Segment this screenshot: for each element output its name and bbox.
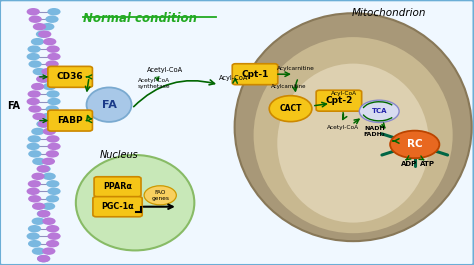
Circle shape xyxy=(28,195,41,202)
Circle shape xyxy=(27,8,40,15)
Ellipse shape xyxy=(269,96,312,122)
Circle shape xyxy=(46,105,59,113)
Circle shape xyxy=(28,150,42,158)
Circle shape xyxy=(46,135,60,143)
Circle shape xyxy=(33,23,46,30)
Circle shape xyxy=(33,68,46,75)
Text: FAO
genes: FAO genes xyxy=(151,190,169,201)
Circle shape xyxy=(28,60,42,68)
Ellipse shape xyxy=(254,37,453,233)
Ellipse shape xyxy=(235,13,472,241)
Circle shape xyxy=(37,255,50,262)
Circle shape xyxy=(28,15,42,23)
Circle shape xyxy=(47,143,61,150)
Circle shape xyxy=(27,188,40,195)
Circle shape xyxy=(37,255,50,262)
Text: Acyl-CoA: Acyl-CoA xyxy=(219,75,248,81)
Circle shape xyxy=(46,60,59,68)
Circle shape xyxy=(46,90,60,98)
Circle shape xyxy=(46,240,59,248)
Circle shape xyxy=(27,143,40,150)
Circle shape xyxy=(32,248,45,255)
Circle shape xyxy=(46,225,59,232)
Text: FA: FA xyxy=(7,101,20,111)
Circle shape xyxy=(43,83,56,90)
Circle shape xyxy=(37,210,50,218)
Ellipse shape xyxy=(277,64,429,223)
Circle shape xyxy=(46,180,59,188)
Circle shape xyxy=(27,232,40,240)
Circle shape xyxy=(32,158,46,165)
Circle shape xyxy=(47,232,61,240)
Circle shape xyxy=(390,131,439,158)
Text: FA: FA xyxy=(101,100,117,110)
Circle shape xyxy=(43,128,56,135)
Text: Cpt-2: Cpt-2 xyxy=(325,96,353,105)
Circle shape xyxy=(27,135,41,143)
Circle shape xyxy=(47,98,61,105)
Text: TCA: TCA xyxy=(372,108,387,114)
Text: CACT: CACT xyxy=(279,104,302,113)
FancyBboxPatch shape xyxy=(316,90,362,111)
Circle shape xyxy=(41,68,55,75)
Text: Acyl-CoA: Acyl-CoA xyxy=(331,91,357,96)
Circle shape xyxy=(36,30,49,38)
Text: NADH
FADH₂: NADH FADH₂ xyxy=(364,126,385,137)
Text: Cpt-1: Cpt-1 xyxy=(241,70,269,79)
Circle shape xyxy=(31,83,44,90)
Circle shape xyxy=(32,218,45,225)
Text: RC: RC xyxy=(407,139,422,149)
Circle shape xyxy=(46,195,59,202)
Circle shape xyxy=(42,218,55,225)
FancyBboxPatch shape xyxy=(48,67,92,87)
FancyBboxPatch shape xyxy=(93,197,142,217)
Ellipse shape xyxy=(144,186,176,205)
Circle shape xyxy=(28,240,41,248)
Circle shape xyxy=(42,248,55,255)
Text: Nucleus: Nucleus xyxy=(100,150,138,160)
Text: PGC-1α: PGC-1α xyxy=(101,202,134,211)
Ellipse shape xyxy=(86,87,132,122)
Text: ADP: ADP xyxy=(401,161,417,167)
Circle shape xyxy=(41,23,55,30)
Text: CD36: CD36 xyxy=(57,72,83,81)
Text: PPARα: PPARα xyxy=(103,182,132,191)
Text: Acetyl-CoA
synthetase: Acetyl-CoA synthetase xyxy=(137,78,170,89)
Circle shape xyxy=(32,113,46,120)
Circle shape xyxy=(28,225,41,232)
Circle shape xyxy=(31,173,45,180)
Circle shape xyxy=(46,45,60,53)
Circle shape xyxy=(359,100,399,122)
Circle shape xyxy=(27,98,40,105)
FancyBboxPatch shape xyxy=(94,177,141,197)
Text: Acylcarnitine: Acylcarnitine xyxy=(271,84,307,89)
Ellipse shape xyxy=(76,155,194,250)
Circle shape xyxy=(46,150,59,158)
Circle shape xyxy=(27,45,41,53)
Circle shape xyxy=(47,8,61,15)
Circle shape xyxy=(38,30,51,38)
Circle shape xyxy=(27,53,40,60)
Text: ATP: ATP xyxy=(419,161,435,167)
Circle shape xyxy=(47,188,61,195)
Text: Acylcarnitine: Acylcarnitine xyxy=(277,66,315,71)
Circle shape xyxy=(37,120,51,128)
Text: Acetyl-CoA: Acetyl-CoA xyxy=(327,125,359,130)
Circle shape xyxy=(28,180,41,188)
Circle shape xyxy=(42,113,55,120)
Circle shape xyxy=(37,165,51,173)
Text: Mitochondrion: Mitochondrion xyxy=(351,8,426,18)
Circle shape xyxy=(38,75,51,83)
Circle shape xyxy=(42,202,55,210)
Circle shape xyxy=(43,173,56,180)
Circle shape xyxy=(46,15,59,23)
Circle shape xyxy=(37,210,50,218)
Circle shape xyxy=(31,38,44,45)
Circle shape xyxy=(42,158,55,165)
Circle shape xyxy=(32,202,45,210)
Circle shape xyxy=(36,75,49,83)
Text: Normal condition: Normal condition xyxy=(83,12,197,25)
Circle shape xyxy=(28,105,42,113)
Text: FABP: FABP xyxy=(57,116,83,125)
